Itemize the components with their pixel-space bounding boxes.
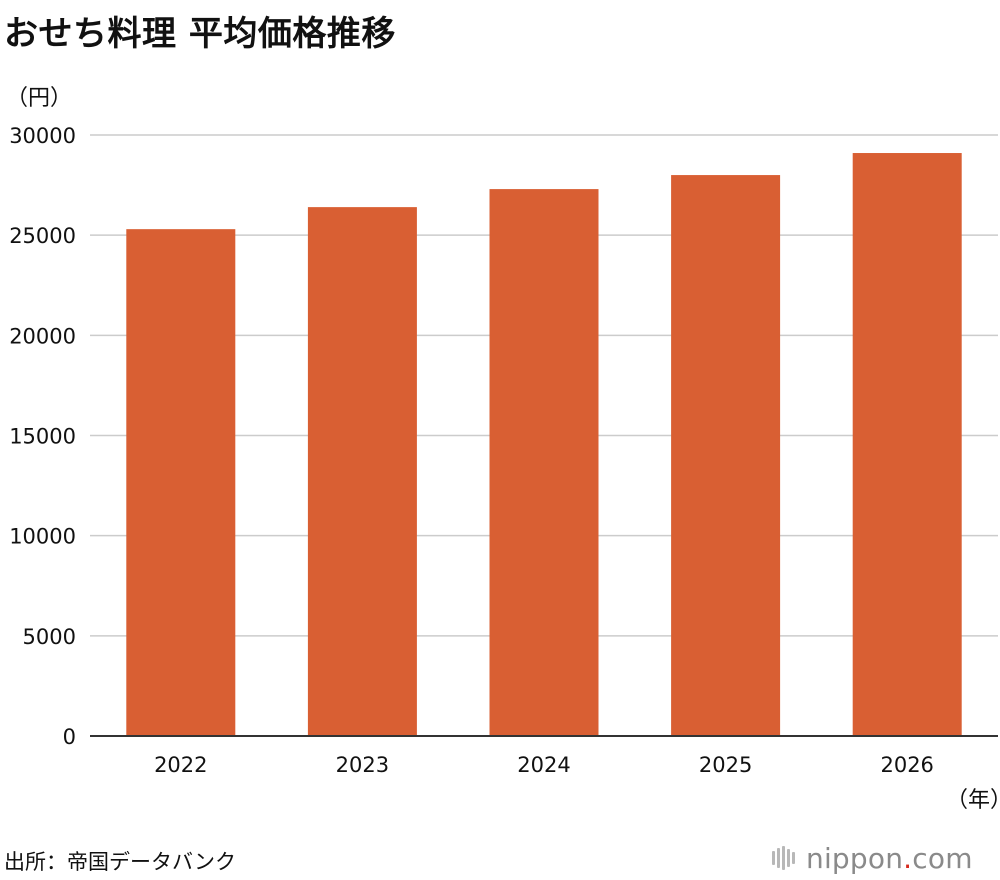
brand-logo: nippon.com — [772, 840, 998, 876]
source-note: 出所：帝国データバンク — [4, 850, 237, 874]
x-axis-unit-label: （年） — [946, 788, 1000, 813]
x-tick-labels: 2022 2023 2024 2025 2026 — [154, 753, 934, 777]
bar-2023 — [307, 207, 417, 736]
y-tick-labels: 0 5000 10000 15000 20000 25000 30000 — [9, 124, 76, 749]
x-tick-label: 2023 — [336, 753, 389, 777]
x-tick-label: 2022 — [154, 753, 207, 777]
y-tick-label: 0 — [63, 725, 76, 749]
y-tick-label: 25000 — [9, 224, 76, 248]
chart-title: おせち料理 平均価格推移 — [4, 14, 396, 54]
y-tick-label: 30000 — [9, 124, 76, 148]
x-tick-label: 2024 — [517, 753, 570, 777]
y-tick-label: 5000 — [23, 625, 76, 649]
bar-2026 — [852, 153, 962, 736]
bar-2024 — [489, 189, 599, 737]
x-tick-label: 2025 — [699, 753, 752, 777]
y-tick-label: 15000 — [9, 425, 76, 449]
bar-2022 — [126, 229, 236, 736]
x-tick-label: 2026 — [880, 753, 933, 777]
brand-wordmark: nippon.com — [806, 842, 973, 875]
sound-wave-icon — [772, 846, 798, 870]
bar-2025 — [671, 175, 781, 737]
y-tick-label: 20000 — [9, 324, 76, 348]
y-tick-label: 10000 — [9, 525, 76, 549]
brand-tld: com — [912, 841, 973, 875]
brand-name: nippon — [806, 841, 904, 875]
brand-dot: . — [903, 841, 913, 875]
bars — [126, 153, 962, 737]
y-axis-unit-label: （円） — [6, 86, 73, 111]
